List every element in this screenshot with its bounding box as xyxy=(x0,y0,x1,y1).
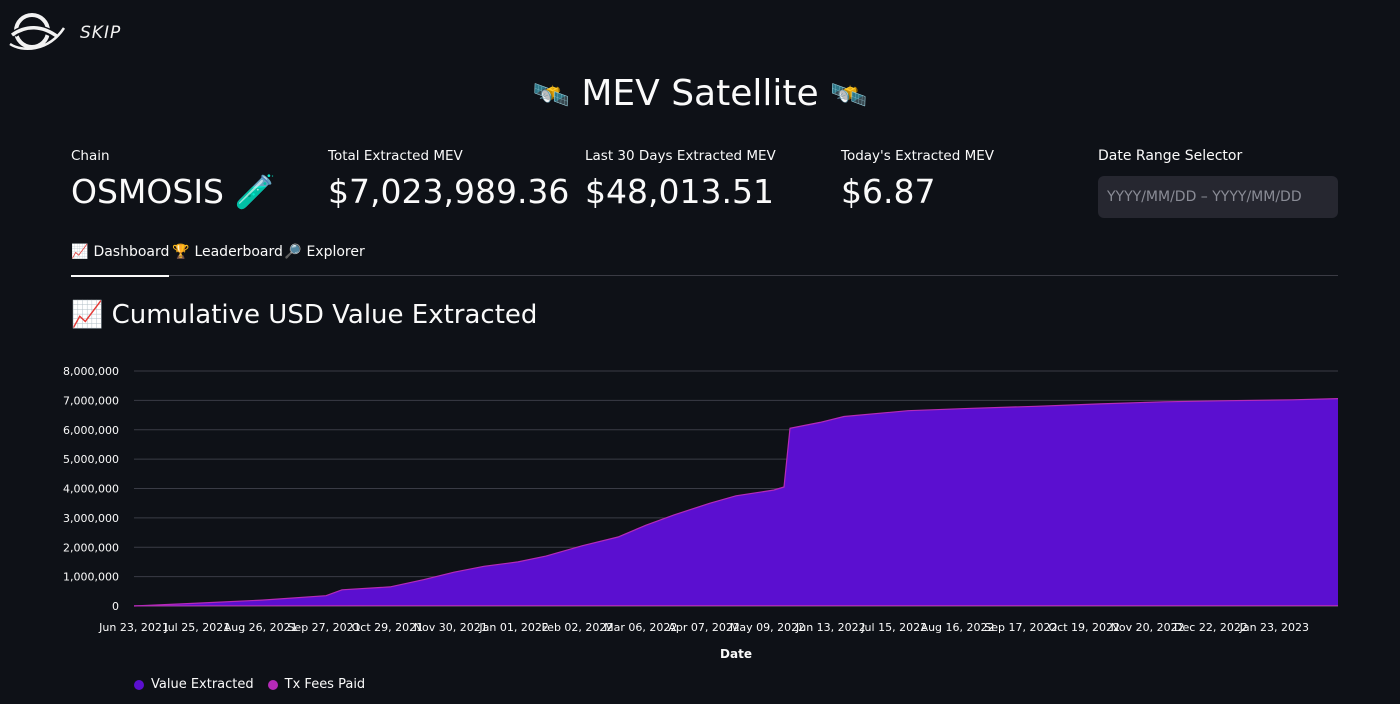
satellite-icon: 🛰️ xyxy=(830,78,868,113)
date-range-placeholder: YYYY/MM/DD – YYYY/MM/DD xyxy=(1107,189,1302,205)
y-tick-label: 4,000,000 xyxy=(63,483,119,496)
y-tick-label: 2,000,000 xyxy=(63,541,119,554)
legend-swatch xyxy=(267,679,278,690)
legend-label: Tx Fees Paid xyxy=(284,677,366,692)
x-tick-label: Sep 17, 2022 xyxy=(984,621,1057,634)
tab-dashboard[interactable]: 📈 Dashboard xyxy=(71,244,170,277)
magnifier-icon: 🔎 xyxy=(284,244,302,260)
tab-leaderboard[interactable]: 🏆 Leaderboard xyxy=(172,244,283,275)
trophy-icon: 🏆 xyxy=(172,244,190,260)
metric-value: $6.87 xyxy=(841,172,936,211)
legend-item-value-extracted[interactable]: Value Extracted xyxy=(134,677,254,692)
chain-name: OSMOSIS xyxy=(71,172,224,211)
x-tick-label: Oct 19, 2022 xyxy=(1049,621,1121,634)
legend-swatch xyxy=(134,679,144,690)
y-tick-label: 5,000,000 xyxy=(63,453,119,466)
tab-label: Dashboard xyxy=(93,244,170,260)
y-tick-label: 1,000,000 xyxy=(63,571,119,584)
metric-today-mev: Today's Extracted MEV $6.87 xyxy=(841,148,994,211)
x-tick-label: Dec 22, 2022 xyxy=(1174,621,1248,634)
y-tick-label: 6,000,000 xyxy=(63,424,119,437)
x-tick-label: Sep 27, 2021 xyxy=(287,621,360,634)
satellite-icon: 🛰️ xyxy=(532,78,570,113)
y-tick-label: 8,000,000 xyxy=(63,365,119,378)
x-axis-title: Date xyxy=(720,647,752,661)
metric-label: Last 30 Days Extracted MEV xyxy=(585,148,776,164)
chart-areas xyxy=(133,398,1339,607)
series-area-value-extracted[interactable] xyxy=(134,398,1338,606)
section-title: 📈 Cumulative USD Value Extracted xyxy=(71,300,537,330)
metric-label: Today's Extracted MEV xyxy=(841,148,995,164)
metric-value: $7,023,989.36 xyxy=(328,172,570,211)
metric-value: $48,013.51 xyxy=(585,172,774,211)
tab-label: Leaderboard xyxy=(194,244,283,260)
x-tick-label: Apr 07, 2022 xyxy=(668,621,740,634)
tab-label: Explorer xyxy=(306,244,365,260)
tab-explorer[interactable]: 🔎 Explorer xyxy=(284,244,365,275)
series-line-value-extracted xyxy=(133,398,1339,607)
y-tick-label: 0 xyxy=(112,600,119,613)
metric-value: OSMOSIS 🧪 xyxy=(71,172,276,212)
metric-30day-mev: Last 30 Days Extracted MEV $48,013.51 xyxy=(585,148,776,211)
metric-total-mev: Total Extracted MEV $7,023,989.36 xyxy=(328,148,569,211)
page-title-text: MEV Satellite xyxy=(581,73,819,114)
skip-orbit-logo-icon xyxy=(9,13,66,50)
brand-name: SKIP xyxy=(80,23,122,43)
x-tick-label: Oct 29, 2021 xyxy=(352,621,424,634)
y-tick-label: 3,000,000 xyxy=(63,512,119,525)
date-range-input[interactable]: YYYY/MM/DD – YYYY/MM/DD xyxy=(1098,176,1338,218)
x-tick-label: Jul 25, 2021 xyxy=(163,621,230,634)
x-tick-label: May 09, 2022 xyxy=(730,621,805,634)
chart-increasing-icon: 📈 xyxy=(71,244,89,260)
x-tick-label: Jun 13, 2022 xyxy=(795,621,866,634)
chart-legend: Value Extracted Tx Fees Paid xyxy=(134,677,379,692)
page-title: 🛰️ MEV Satellite 🛰️ xyxy=(0,73,1400,114)
x-tick-label: Aug 26, 2021 xyxy=(224,621,298,634)
x-tick-label: Nov 30, 2021 xyxy=(414,621,488,634)
x-tick-label: Jul 15, 2022 xyxy=(860,621,927,634)
y-axis: 0 1,000,000 2,000,000 3,000,000 4,000,000 5,0… xyxy=(63,365,119,613)
test-tube-icon: 🧪 xyxy=(234,172,276,211)
x-tick-label: Mar 06, 2022 xyxy=(604,621,677,634)
x-tick-label: Feb 02, 2022 xyxy=(541,621,613,634)
y-tick-label: 7,000,000 xyxy=(63,394,119,407)
metric-chain: Chain OSMOSIS 🧪 xyxy=(71,148,276,212)
section-title-text: Cumulative USD Value Extracted xyxy=(111,300,538,330)
x-tick-label: Aug 16, 2022 xyxy=(921,621,995,634)
cumulative-value-chart: 0 1,000,000 2,000,000 3,000,000 4,000,000 5,0… xyxy=(63,365,1339,661)
legend-label: Value Extracted xyxy=(151,677,254,692)
x-tick-label: Jun 23, 2021 xyxy=(98,621,169,634)
chart-increasing-icon: 📈 xyxy=(71,300,104,330)
brand-logo[interactable]: SKIP xyxy=(8,8,121,58)
metric-label: Chain xyxy=(71,148,110,164)
tab-bar: 📈 Dashboard 🏆 Leaderboard 🔎 Explorer xyxy=(71,244,1338,277)
x-tick-label: Jan 01, 2022 xyxy=(478,621,548,634)
x-tick-label: Jan 23, 2023 xyxy=(1239,621,1309,634)
legend-item-tx-fees[interactable]: Tx Fees Paid xyxy=(267,677,366,692)
metric-label: Total Extracted MEV xyxy=(328,148,463,164)
date-range-label: Date Range Selector xyxy=(1098,148,1243,164)
x-tick-label: Nov 20, 2022 xyxy=(1111,621,1185,634)
